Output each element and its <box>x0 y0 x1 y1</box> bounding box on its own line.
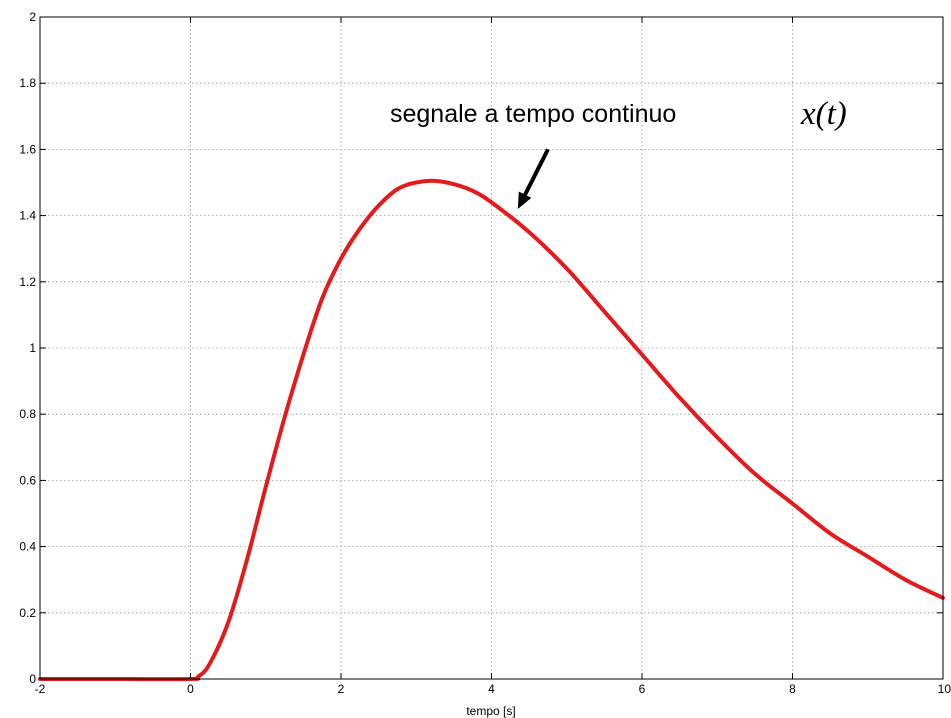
y-tick-labels: 0 0.2 0.4 0.6 0.8 1 1.2 1.4 1.6 1.8 2 <box>19 10 36 686</box>
y-tick-label: 2 <box>29 10 36 24</box>
series-line <box>38 178 945 682</box>
annotation-arrow <box>523 148 550 196</box>
y-tick-label: 1.2 <box>19 275 36 289</box>
x-tick-label: 0 <box>187 682 194 696</box>
x-tick-label: 8 <box>789 682 796 696</box>
x-tick-label: 6 <box>639 682 646 696</box>
axis-ticks <box>39 16 944 680</box>
annotation-math: x(t) <box>800 96 847 132</box>
x-axis-label: tempo [s] <box>466 704 515 718</box>
x-tick-label: 4 <box>488 682 495 696</box>
y-tick-label: 1.4 <box>19 209 36 223</box>
x-tick-labels: -2 0 2 4 6 8 10 <box>35 682 951 696</box>
y-tick-label: 0.2 <box>19 606 36 620</box>
x-tick-label: 2 <box>338 682 345 696</box>
y-tick-label: 0.6 <box>19 473 36 487</box>
grid <box>40 17 943 679</box>
y-tick-label: 1.6 <box>19 142 36 156</box>
y-tick-label: 0 <box>29 672 36 686</box>
y-tick-label: 0.4 <box>19 540 36 554</box>
y-tick-label: 1.8 <box>19 76 36 90</box>
annotation-arrowhead <box>517 191 532 209</box>
y-tick-label: 1 <box>29 341 36 355</box>
y-tick-label: 0.8 <box>19 407 36 421</box>
series-layer <box>38 178 945 682</box>
x-tick-label: 10 <box>938 682 951 696</box>
x-tick-label: -2 <box>35 682 46 696</box>
annotation: segnale a tempo continuo x(t) <box>390 96 847 209</box>
annotation-text: segnale a tempo continuo <box>390 100 676 128</box>
